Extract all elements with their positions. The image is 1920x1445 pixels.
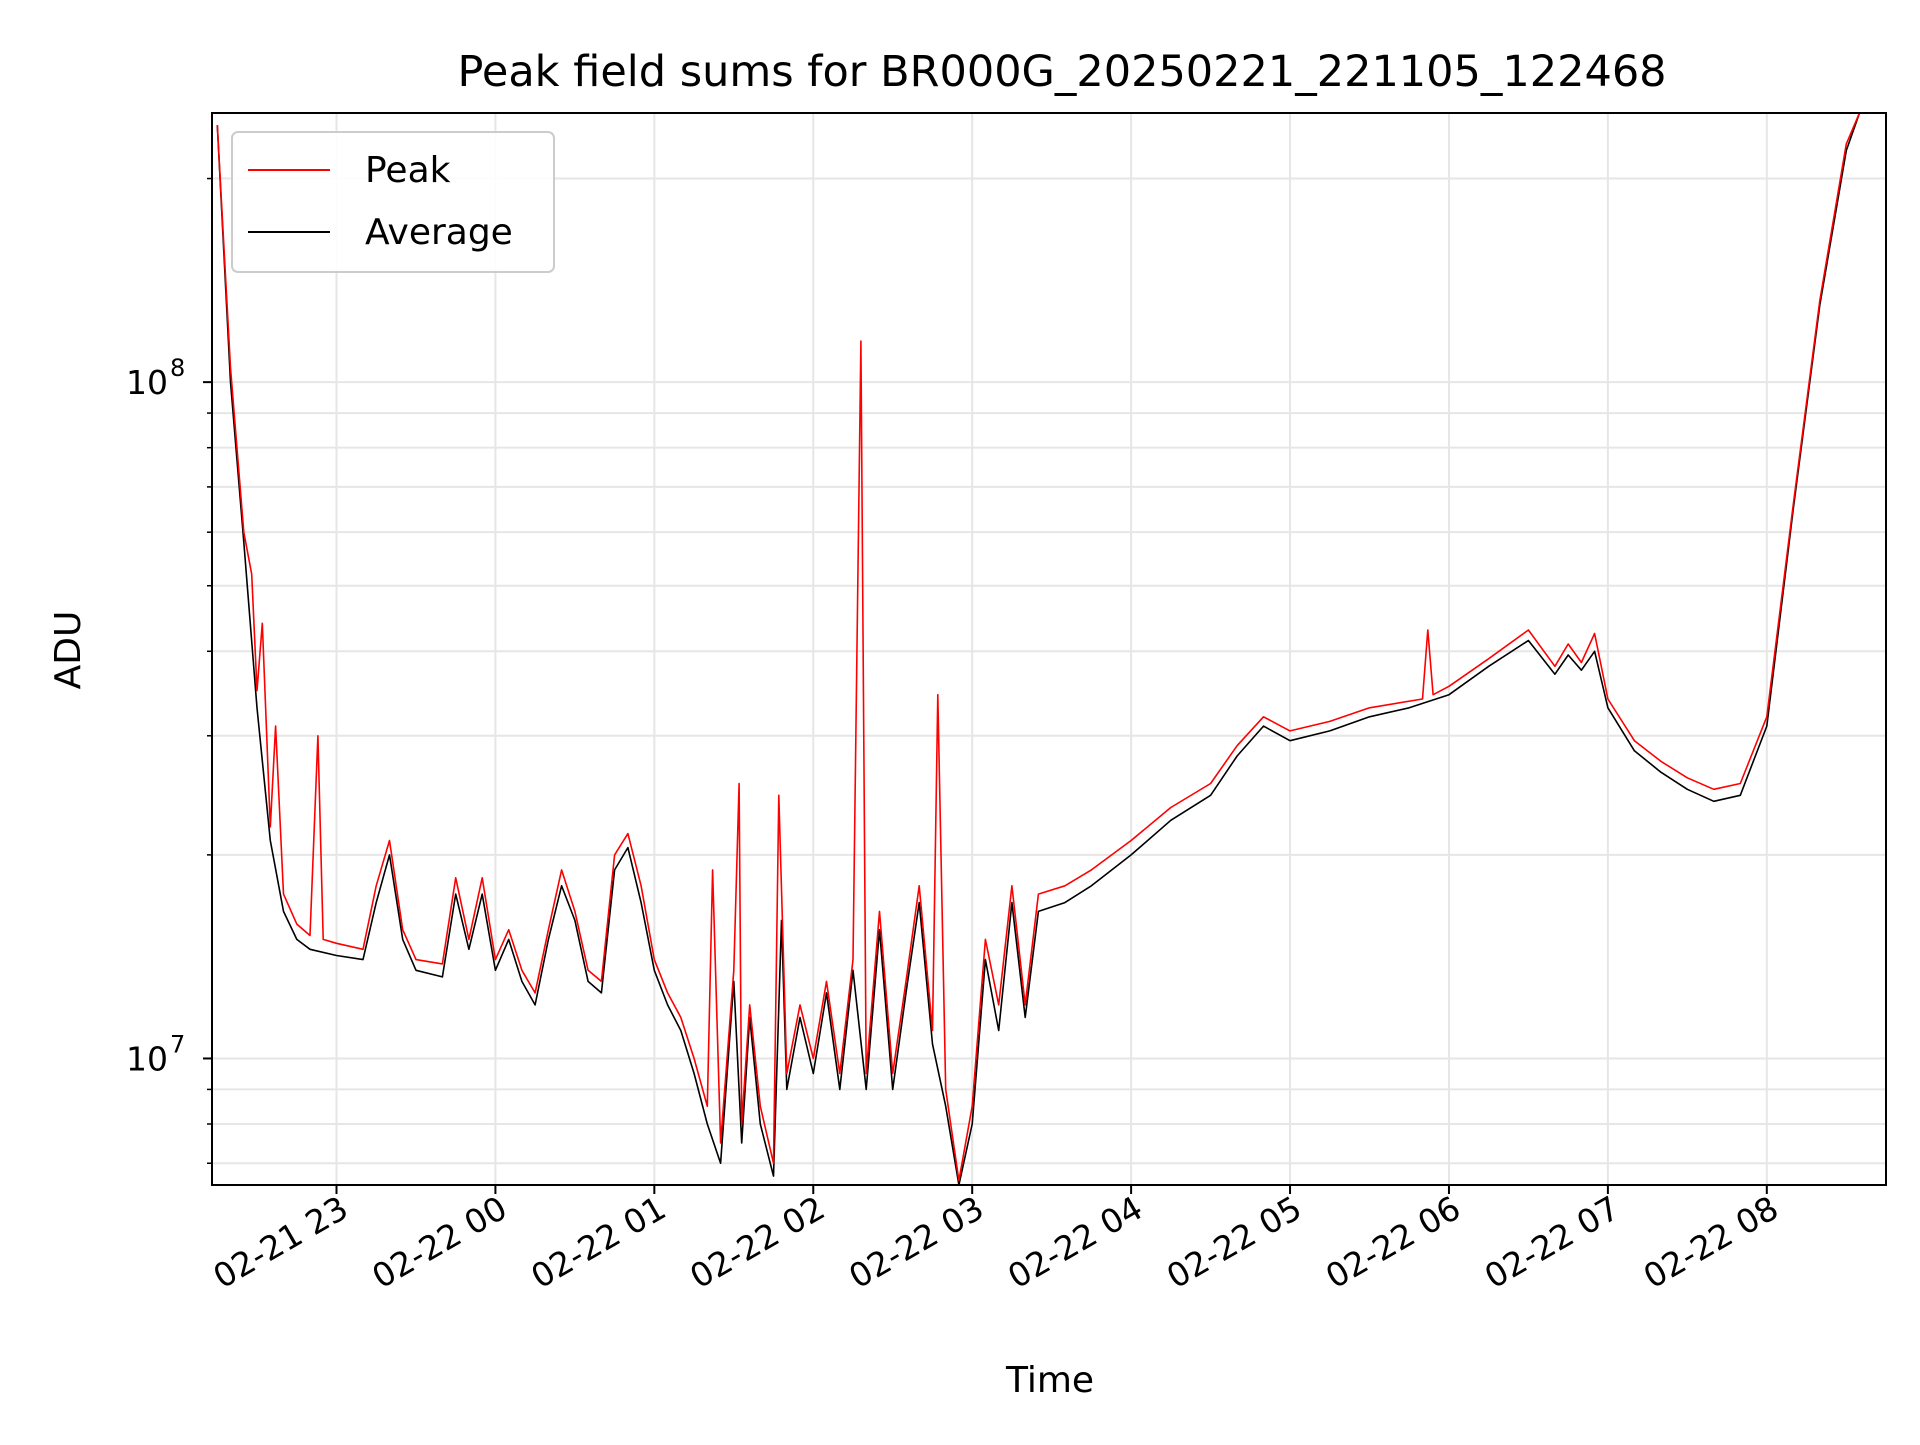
legend-label-peak: Peak — [365, 150, 451, 191]
series-lines — [216, 112, 1861, 1186]
y-axis-label: ADU — [48, 611, 89, 690]
legend: Peak Average — [231, 131, 555, 273]
series-line-average — [216, 112, 1861, 1186]
legend-box — [231, 131, 555, 273]
x-axis-label: Time — [1005, 1360, 1094, 1401]
grid-lines — [212, 113, 1886, 1185]
y-tick-exponent: 8 — [170, 354, 185, 382]
legend-label-average: Average — [365, 212, 513, 253]
y-tick-exponent: 7 — [170, 1030, 185, 1058]
y-tick-label: 10 — [126, 1039, 168, 1078]
chart-title: Peak field sums for BR000G_20250221_2211… — [457, 47, 1666, 97]
y-tick-label: 10 — [126, 363, 168, 402]
plot-area-frame — [211, 112, 1887, 1186]
series-line-peak — [216, 112, 1861, 1182]
